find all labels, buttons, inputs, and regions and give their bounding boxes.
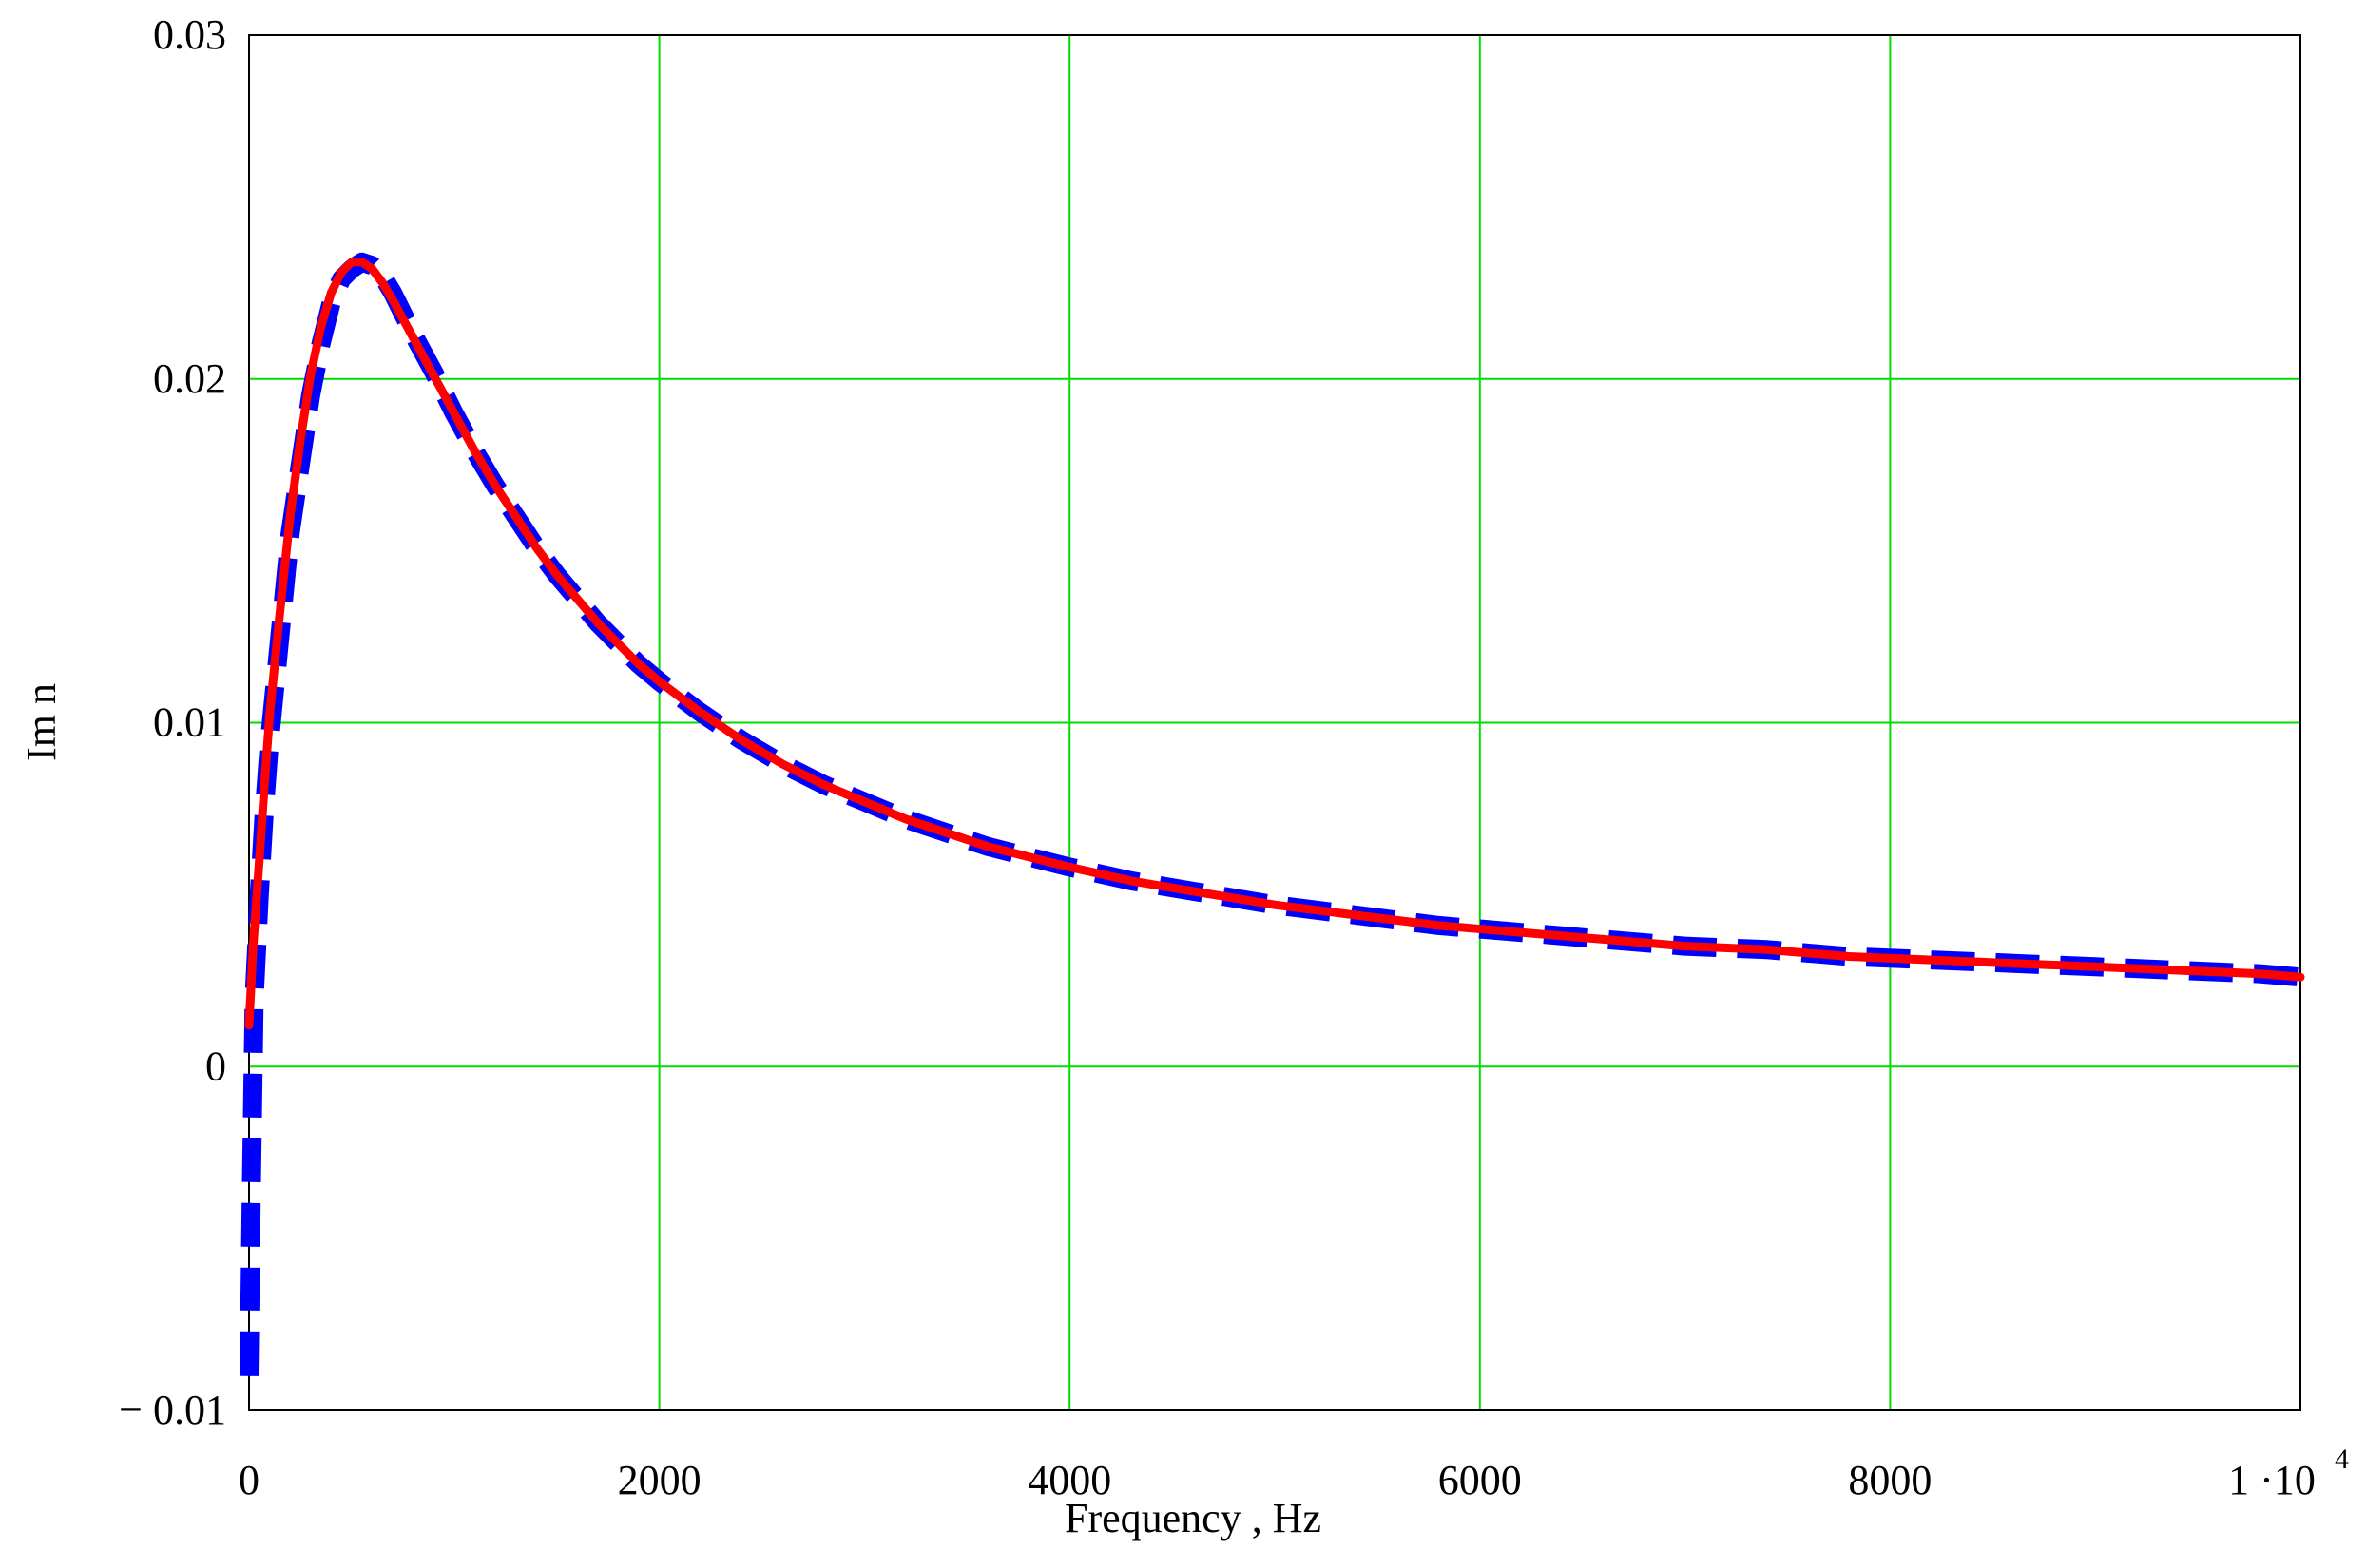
y-tick-label: 0.03 [153, 11, 226, 58]
x-tick-label: 6000 [1438, 1457, 1522, 1503]
y-tick-label: 0.02 [153, 355, 226, 402]
x-tick-label: 2000 [618, 1457, 702, 1503]
x-tick-label: 0 [239, 1457, 260, 1503]
y-axis-ticks: 0.03 0.02 0.01 0 − 0.01 [119, 11, 226, 1433]
y-axis-title: Im n [18, 683, 65, 761]
x-tick-exponent: 4 [2335, 1444, 2349, 1475]
x-tick-label: 4000 [1028, 1457, 1111, 1503]
grid-lines [249, 35, 2300, 1410]
x-tick-label: 8000 [1848, 1457, 1932, 1503]
y-tick-label: − 0.01 [119, 1386, 226, 1433]
fit-series-line [244, 258, 2305, 1030]
series-layer [240, 252, 2305, 1376]
x-axis-title: Frequency , Hz [1065, 1495, 1321, 1541]
x-axis-ticks: 0 2000 4000 6000 8000 1 ·10 4 [239, 1444, 2349, 1503]
measured-series-line [240, 252, 2301, 1376]
y-tick-label: 0.01 [153, 699, 226, 746]
x-tick-label: 1 ·10 [2228, 1457, 2316, 1503]
y-tick-label: 0 [205, 1042, 226, 1089]
plot-frame [248, 34, 2301, 1411]
